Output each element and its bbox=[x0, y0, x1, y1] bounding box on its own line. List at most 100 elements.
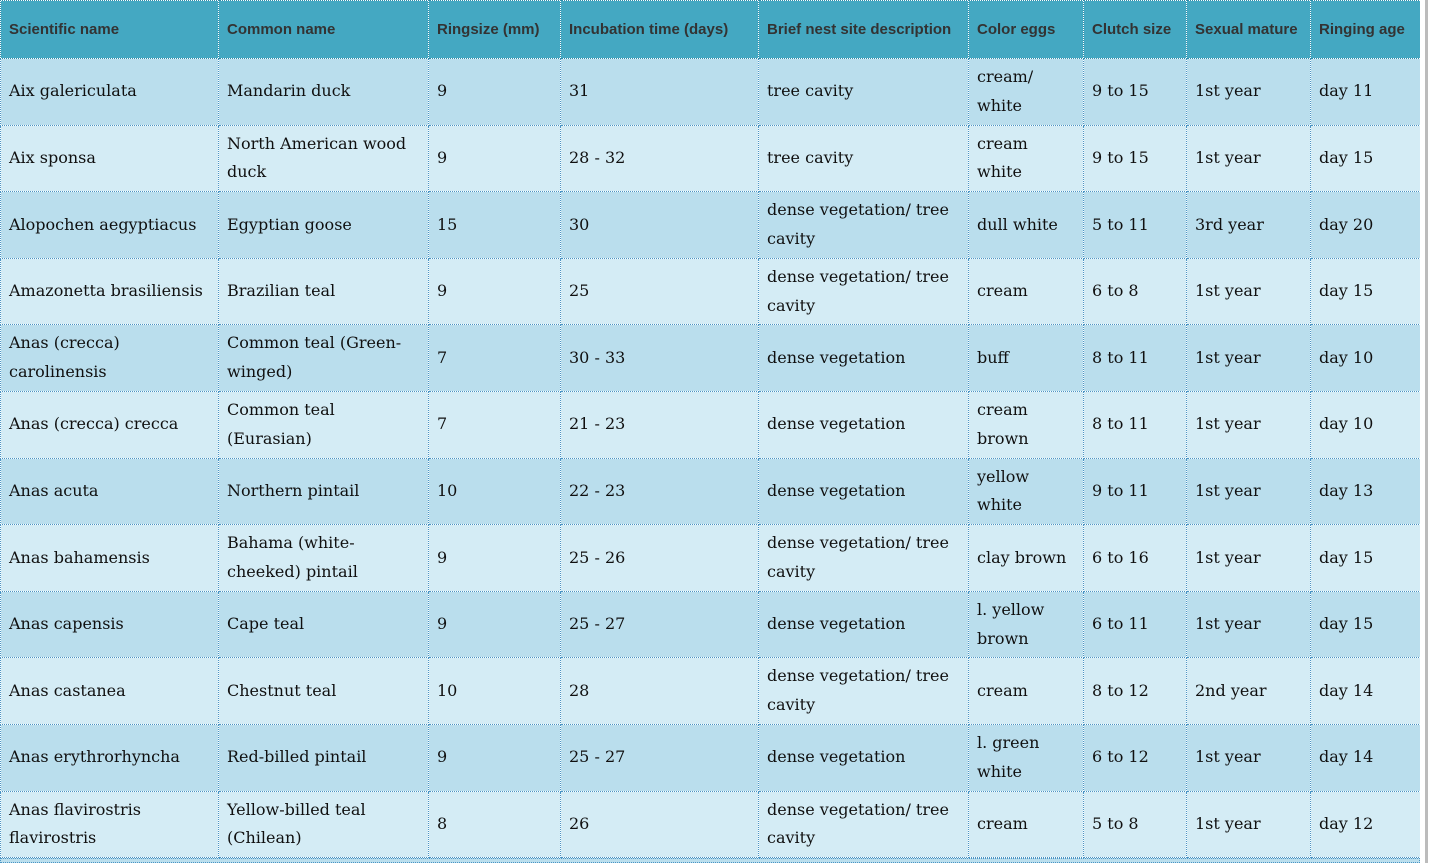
col-header-ringing-age: Ringing age bbox=[1310, 0, 1421, 59]
col-header-sexual-mature: Sexual mature bbox=[1186, 0, 1311, 59]
cell-sexual-mature: 1st year bbox=[1186, 324, 1311, 392]
col-header-common-name: Common name bbox=[218, 0, 429, 59]
cell-sexual-mature: 1st year bbox=[1186, 257, 1311, 326]
cell-clutch-size: 8 to 11 bbox=[1083, 390, 1187, 459]
cell-color-eggs: cream white bbox=[968, 124, 1084, 193]
cell-common-name: Bahama (white-cheeked) pintail bbox=[218, 524, 429, 592]
cell-clutch-size: 6 to 8 bbox=[1083, 257, 1187, 326]
cell-incubation-time: 28 bbox=[560, 657, 759, 725]
header-row: Scientific name Common name Ringsize (mm… bbox=[0, 0, 1421, 59]
cell-sexual-mature: 3rd year bbox=[1186, 191, 1311, 259]
cell-color-eggs: yellow white bbox=[968, 457, 1084, 526]
cell-common-name: Common teal (Eurasian) bbox=[218, 390, 429, 459]
next-row-sliver bbox=[0, 858, 1420, 863]
cell-ringsize: 7 bbox=[428, 324, 561, 392]
cell-ringing-age: day 15 bbox=[1310, 524, 1421, 592]
cell-incubation-time: 25 - 26 bbox=[560, 524, 759, 592]
cell-ringsize: 9 bbox=[428, 124, 561, 193]
cell-scientific-name: Aix sponsa bbox=[0, 124, 219, 193]
cell-sexual-mature: 1st year bbox=[1186, 457, 1311, 526]
table-row: Anas flavirostris flavirostris Yellow-bil… bbox=[0, 790, 1421, 859]
col-header-clutch-size: Clutch size bbox=[1083, 0, 1187, 59]
cell-incubation-time: 26 bbox=[560, 790, 759, 859]
cell-common-name: Brazilian teal bbox=[218, 257, 429, 326]
cell-nest-site: dense vegetation/ tree cavity bbox=[758, 790, 969, 859]
cell-ringsize: 8 bbox=[428, 790, 561, 859]
cell-ringing-age: day 12 bbox=[1310, 790, 1421, 859]
cell-color-eggs: l. green white bbox=[968, 723, 1084, 792]
cell-sexual-mature: 1st year bbox=[1186, 590, 1311, 659]
cell-sexual-mature: 1st year bbox=[1186, 124, 1311, 193]
cell-color-eggs: dull white bbox=[968, 191, 1084, 259]
cell-incubation-time: 22 - 23 bbox=[560, 457, 759, 526]
cell-incubation-time: 25 - 27 bbox=[560, 723, 759, 792]
cell-nest-site: dense vegetation bbox=[758, 457, 969, 526]
cell-nest-site: dense vegetation/ tree cavity bbox=[758, 257, 969, 326]
cell-ringing-age: day 15 bbox=[1310, 590, 1421, 659]
cell-nest-site: dense vegetation bbox=[758, 723, 969, 792]
table-row: Aix galericulata Mandarin duck 9 31 tree cav… bbox=[0, 58, 1421, 126]
cell-common-name: Chestnut teal bbox=[218, 657, 429, 725]
cell-nest-site: dense vegetation/ tree cavity bbox=[758, 191, 969, 259]
cell-incubation-time: 25 - 27 bbox=[560, 590, 759, 659]
table-row: Aix sponsa North American wood duck 9 28 - … bbox=[0, 124, 1421, 193]
cell-incubation-time: 30 - 33 bbox=[560, 324, 759, 392]
cell-color-eggs: l. yellow brown bbox=[968, 590, 1084, 659]
col-header-incubation-time: Incubation time (days) bbox=[560, 0, 759, 59]
cell-color-eggs: cream bbox=[968, 257, 1084, 326]
cell-sexual-mature: 1st year bbox=[1186, 58, 1311, 126]
table-row: Anas erythrorhyncha Red-billed pintail 9 25… bbox=[0, 723, 1421, 792]
cell-ringing-age: day 14 bbox=[1310, 723, 1421, 792]
cell-ringing-age: day 15 bbox=[1310, 257, 1421, 326]
cell-color-eggs: cream/ white bbox=[968, 58, 1084, 126]
cell-sexual-mature: 1st year bbox=[1186, 790, 1311, 859]
cell-clutch-size: 9 to 15 bbox=[1083, 58, 1187, 126]
cell-ringsize: 15 bbox=[428, 191, 561, 259]
cell-color-eggs: buff bbox=[968, 324, 1084, 392]
cell-nest-site: dense vegetation/ tree cavity bbox=[758, 524, 969, 592]
cell-color-eggs: clay brown bbox=[968, 524, 1084, 592]
cell-ringsize: 9 bbox=[428, 524, 561, 592]
cell-nest-site: tree cavity bbox=[758, 124, 969, 193]
col-header-nest-site: Brief nest site description bbox=[758, 0, 969, 59]
cell-clutch-size: 8 to 12 bbox=[1083, 657, 1187, 725]
cell-scientific-name: Anas erythrorhyncha bbox=[0, 723, 219, 792]
cell-clutch-size: 5 to 11 bbox=[1083, 191, 1187, 259]
cell-ringsize: 7 bbox=[428, 390, 561, 459]
cell-ringing-age: day 13 bbox=[1310, 457, 1421, 526]
cell-common-name: North American wood duck bbox=[218, 124, 429, 193]
table-row: Amazonetta brasiliensis Brazilian teal 9 25… bbox=[0, 257, 1421, 326]
cell-common-name: Common teal (Green-winged) bbox=[218, 324, 429, 392]
col-header-scientific-name: Scientific name bbox=[0, 0, 219, 59]
col-header-color-eggs: Color eggs bbox=[968, 0, 1084, 59]
cell-scientific-name: Anas (crecca) crecca bbox=[0, 390, 219, 459]
cell-clutch-size: 6 to 16 bbox=[1083, 524, 1187, 592]
cell-color-eggs: cream bbox=[968, 790, 1084, 859]
cell-clutch-size: 9 to 15 bbox=[1083, 124, 1187, 193]
cell-ringing-age: day 15 bbox=[1310, 124, 1421, 193]
cell-incubation-time: 25 bbox=[560, 257, 759, 326]
cell-scientific-name: Anas capensis bbox=[0, 590, 219, 659]
cell-clutch-size: 6 to 11 bbox=[1083, 590, 1187, 659]
cell-scientific-name: Anas (crecca) carolinensis bbox=[0, 324, 219, 392]
cell-common-name: Cape teal bbox=[218, 590, 429, 659]
cell-incubation-time: 31 bbox=[560, 58, 759, 126]
cell-common-name: Yellow-billed teal (Chilean) bbox=[218, 790, 429, 859]
table-row: Anas castanea Chestnut teal 10 28 dense vege… bbox=[0, 657, 1421, 725]
cell-ringsize: 10 bbox=[428, 657, 561, 725]
cell-ringsize: 9 bbox=[428, 590, 561, 659]
cell-nest-site: dense vegetation/ tree cavity bbox=[758, 657, 969, 725]
table-body: Aix galericulata Mandarin duck 9 31 tree cav… bbox=[0, 58, 1421, 859]
cell-scientific-name: Aix galericulata bbox=[0, 58, 219, 126]
cell-ringsize: 10 bbox=[428, 457, 561, 526]
cell-scientific-name: Alopochen aegyptiacus bbox=[0, 191, 219, 259]
cell-common-name: Northern pintail bbox=[218, 457, 429, 526]
cell-ringsize: 9 bbox=[428, 257, 561, 326]
cell-incubation-time: 21 - 23 bbox=[560, 390, 759, 459]
cell-nest-site: dense vegetation bbox=[758, 590, 969, 659]
table-row: Anas (crecca) carolinensis Common teal (G… bbox=[0, 324, 1421, 392]
cell-color-eggs: cream bbox=[968, 657, 1084, 725]
cell-color-eggs: cream brown bbox=[968, 390, 1084, 459]
